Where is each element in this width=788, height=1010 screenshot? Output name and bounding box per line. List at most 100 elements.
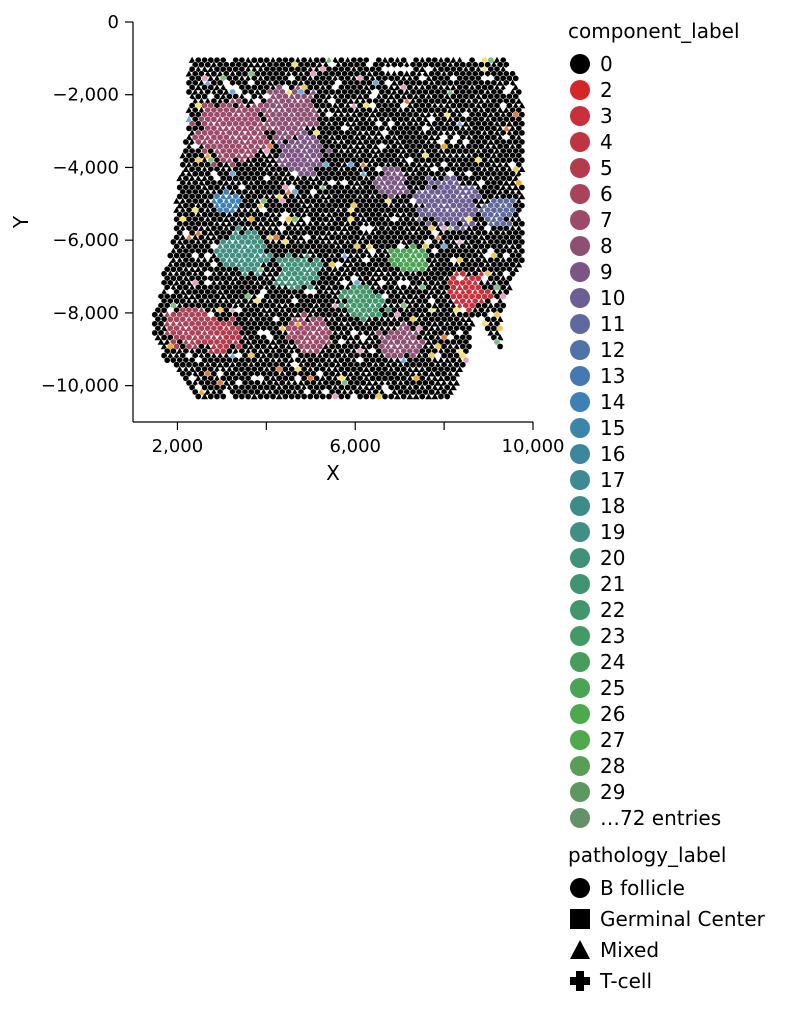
- data-point: [384, 70, 392, 77]
- data-point: [297, 125, 305, 132]
- data-point: [465, 188, 473, 195]
- data-point: [173, 234, 180, 241]
- data-point: [204, 361, 212, 368]
- data-point: [300, 120, 308, 127]
- data-point: [418, 275, 426, 282]
- data-point: [334, 61, 342, 68]
- data-point: [278, 70, 286, 78]
- data-point: [210, 243, 218, 250]
- data-point: [412, 184, 420, 191]
- data-point: [366, 143, 373, 150]
- data-point: [341, 388, 348, 395]
- data-point: [515, 261, 523, 268]
- data-point: [446, 370, 454, 377]
- data-point: [499, 156, 507, 164]
- data-point: [518, 202, 526, 209]
- data-point: [219, 393, 227, 400]
- data-point: [319, 56, 327, 64]
- data-point: [518, 184, 526, 191]
- legend-swatch: [570, 54, 590, 74]
- data-point: [378, 270, 386, 277]
- data-point: [484, 88, 492, 95]
- data-point: [269, 102, 277, 109]
- data-point: [372, 152, 380, 159]
- data-point: [406, 229, 414, 236]
- data-point: [310, 325, 317, 332]
- data-point: [415, 161, 423, 168]
- data-point: [428, 361, 436, 369]
- data-point: [344, 302, 352, 309]
- data-point: [412, 202, 420, 209]
- data-point: [341, 97, 348, 105]
- data-point: [188, 138, 196, 145]
- data-point: [325, 302, 333, 309]
- data-point: [344, 375, 352, 382]
- data-point: [496, 325, 504, 332]
- data-point: [496, 243, 504, 250]
- data-point: [387, 275, 395, 282]
- data-point: [362, 329, 370, 337]
- data-point: [397, 106, 404, 113]
- data-point: [406, 102, 414, 109]
- data-point: [198, 152, 205, 159]
- data-point: [204, 352, 212, 359]
- data-point: [325, 211, 333, 218]
- data-point: [204, 97, 212, 104]
- data-point: [157, 320, 165, 328]
- data-point: [247, 97, 255, 104]
- data-point: [344, 247, 352, 255]
- data-point: [499, 275, 507, 282]
- data-point: [456, 120, 464, 127]
- data-point: [471, 252, 479, 259]
- data-point: [269, 138, 277, 145]
- data-point: [390, 170, 398, 177]
- data-point: [450, 202, 457, 209]
- data-point: [409, 297, 417, 304]
- data-point: [493, 111, 501, 119]
- data-point: [275, 238, 283, 245]
- data-point: [450, 311, 457, 318]
- data-point: [375, 393, 383, 400]
- data-point: [440, 288, 448, 295]
- data-point: [331, 229, 339, 236]
- data-point: [512, 102, 520, 109]
- data-point: [325, 365, 333, 372]
- data-point: [266, 170, 274, 178]
- data-point: [481, 256, 488, 263]
- data-point: [499, 302, 507, 309]
- data-point: [443, 356, 451, 363]
- legend-label: 10: [600, 286, 625, 310]
- data-point: [260, 79, 268, 87]
- data-point: [422, 125, 429, 132]
- data-point: [474, 102, 482, 109]
- data-point: [353, 106, 361, 113]
- data-point: [397, 361, 404, 368]
- data-point: [440, 379, 448, 386]
- data-point: [282, 175, 289, 182]
- data-point: [306, 193, 314, 200]
- data-point: [294, 93, 302, 100]
- data-point: [176, 365, 184, 372]
- data-point: [450, 129, 457, 136]
- data-point: [418, 384, 426, 391]
- data-point: [394, 93, 401, 100]
- data-point: [204, 252, 212, 259]
- data-point: [496, 79, 504, 86]
- data-point: [478, 97, 485, 104]
- legend-label: 28: [600, 754, 625, 778]
- data-point: [462, 311, 470, 319]
- data-point: [415, 352, 423, 359]
- data-point: [334, 206, 342, 213]
- data-point: [347, 106, 355, 114]
- data-point: [210, 343, 218, 350]
- data-point: [465, 125, 473, 132]
- data-point: [347, 261, 355, 268]
- data-point: [356, 393, 364, 400]
- data-point: [387, 65, 395, 73]
- data-point: [440, 197, 448, 205]
- data-point: [440, 70, 448, 77]
- data-point: [456, 147, 464, 155]
- data-point: [362, 320, 370, 327]
- data-point: [434, 97, 442, 105]
- data-point: [334, 243, 342, 250]
